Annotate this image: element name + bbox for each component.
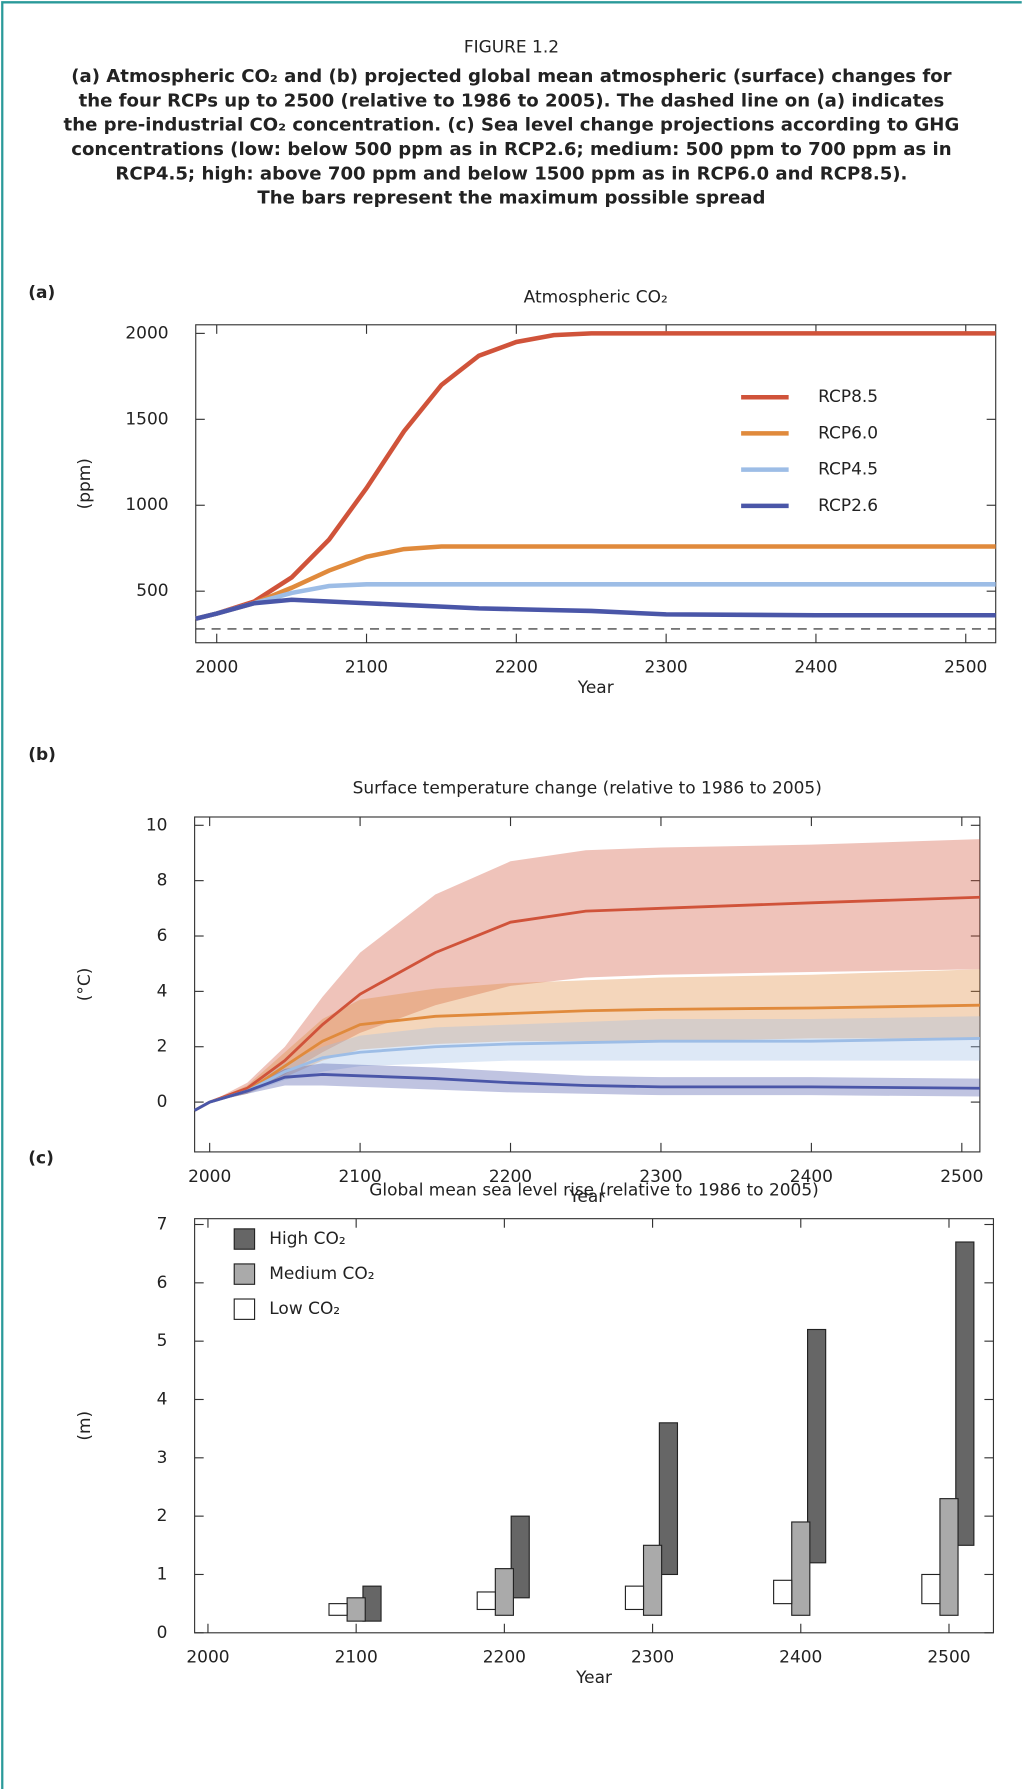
x-tick-label: 2000 bbox=[195, 658, 238, 678]
legend-label: RCP2.6 bbox=[818, 496, 878, 516]
range-bar bbox=[658, 1422, 679, 1576]
range-bar bbox=[494, 1568, 514, 1616]
y-tick-label: 1 bbox=[157, 1564, 168, 1584]
chart-title: Global mean sea level rise (relative to … bbox=[369, 1180, 818, 1200]
legend-swatch bbox=[233, 1263, 256, 1285]
range-bar bbox=[510, 1515, 530, 1599]
y-tick-label: 6 bbox=[157, 926, 168, 946]
x-axis-label: Year bbox=[568, 1187, 605, 1207]
range-bar bbox=[476, 1591, 496, 1611]
plot-frame bbox=[195, 324, 997, 644]
range-bar bbox=[955, 1241, 975, 1546]
legend-swatch bbox=[233, 1298, 256, 1320]
x-tick-label: 2000 bbox=[188, 1167, 231, 1187]
panel-label: (a) bbox=[28, 283, 55, 303]
y-tick-label: 8 bbox=[157, 871, 168, 891]
range-bar bbox=[328, 1603, 348, 1616]
y-tick-label: 3 bbox=[157, 1448, 168, 1468]
y-tick-label: 2 bbox=[157, 1037, 168, 1057]
caption-line: the pre-industrial CO₂ concentration. (c… bbox=[64, 115, 960, 136]
figure-label: FIGURE 1.2 bbox=[464, 38, 559, 58]
series-line bbox=[193, 1072, 980, 1112]
x-tick-label: 2500 bbox=[944, 658, 987, 678]
chart-title: Atmospheric CO₂ bbox=[524, 288, 668, 308]
range-bar bbox=[807, 1328, 827, 1564]
range-bar bbox=[624, 1585, 645, 1611]
x-tick-label: 2200 bbox=[489, 1167, 532, 1187]
x-tick-label: 2200 bbox=[483, 1648, 526, 1668]
x-tick-label: 2100 bbox=[338, 1167, 381, 1187]
legend-label: RCP6.0 bbox=[818, 423, 878, 443]
y-tick-label: 2000 bbox=[125, 323, 168, 343]
y-axis-label: (m) bbox=[75, 1411, 95, 1441]
uncertainty-band bbox=[194, 839, 980, 1111]
legend-label: High CO₂ bbox=[269, 1229, 345, 1249]
x-tick-label: 2300 bbox=[645, 658, 688, 678]
legend-label: Medium CO₂ bbox=[269, 1264, 374, 1284]
range-bar bbox=[921, 1573, 941, 1605]
legend-label: RCP4.5 bbox=[818, 460, 878, 480]
range-bar bbox=[773, 1579, 793, 1605]
panel-label: (b) bbox=[28, 745, 56, 765]
x-tick-label: 2300 bbox=[631, 1648, 674, 1668]
y-tick-label: 7 bbox=[157, 1215, 168, 1235]
series-line bbox=[195, 597, 996, 621]
plot-frame bbox=[194, 1218, 995, 1634]
y-tick-label: 4 bbox=[157, 1389, 168, 1409]
x-tick-label: 2500 bbox=[927, 1648, 970, 1668]
y-tick-label: 2 bbox=[157, 1506, 168, 1526]
y-axis-label: (°C) bbox=[75, 968, 95, 1002]
series-line bbox=[195, 331, 996, 621]
y-tick-label: 0 bbox=[157, 1623, 168, 1643]
caption-line: the four RCPs up to 2500 (relative to 19… bbox=[79, 90, 945, 111]
range-bar bbox=[346, 1597, 366, 1622]
legend-label: RCP8.5 bbox=[818, 387, 878, 407]
x-tick-label: 2100 bbox=[345, 658, 388, 678]
caption-line: RCP4.5; high: above 700 ppm and below 15… bbox=[115, 163, 907, 184]
y-tick-label: 0 bbox=[157, 1092, 168, 1112]
range-bar bbox=[939, 1498, 959, 1616]
y-tick-label: 1500 bbox=[125, 409, 168, 429]
x-tick-label: 2000 bbox=[186, 1648, 229, 1668]
uncertainty-band bbox=[194, 969, 980, 1111]
y-tick-label: 10 bbox=[146, 815, 168, 835]
y-axis-label: (ppm) bbox=[75, 458, 95, 509]
panel-label: (c) bbox=[28, 1149, 54, 1169]
y-tick-label: 5 bbox=[157, 1331, 168, 1351]
x-tick-label: 2400 bbox=[779, 1648, 822, 1668]
x-tick-label: 2400 bbox=[794, 658, 837, 678]
range-bar bbox=[642, 1544, 663, 1616]
y-tick-label: 1000 bbox=[125, 495, 168, 515]
x-tick-label: 2300 bbox=[639, 1167, 682, 1187]
x-axis-label: Year bbox=[577, 678, 614, 698]
plot-frame bbox=[194, 816, 981, 1153]
x-tick-label: 2200 bbox=[495, 658, 538, 678]
x-axis-label: Year bbox=[575, 1668, 612, 1688]
x-tick-label: 2100 bbox=[335, 1648, 378, 1668]
caption-line: concentrations (low: below 500 ppm as in… bbox=[71, 139, 951, 160]
y-tick-label: 500 bbox=[136, 581, 168, 601]
x-tick-label: 2500 bbox=[940, 1167, 983, 1187]
legend-label: Low CO₂ bbox=[269, 1299, 340, 1319]
legend-swatch bbox=[233, 1228, 256, 1250]
caption-line: (a) Atmospheric CO₂ and (b) projected gl… bbox=[71, 66, 951, 87]
caption-line: The bars represent the maximum possible … bbox=[257, 188, 765, 209]
x-tick-label: 2400 bbox=[790, 1167, 833, 1187]
series-line bbox=[195, 582, 996, 621]
series-line bbox=[193, 895, 980, 1112]
y-tick-label: 4 bbox=[157, 981, 168, 1001]
y-tick-label: 6 bbox=[157, 1273, 168, 1293]
range-bar bbox=[791, 1521, 811, 1616]
chart-title: Surface temperature change (relative to … bbox=[353, 779, 822, 799]
